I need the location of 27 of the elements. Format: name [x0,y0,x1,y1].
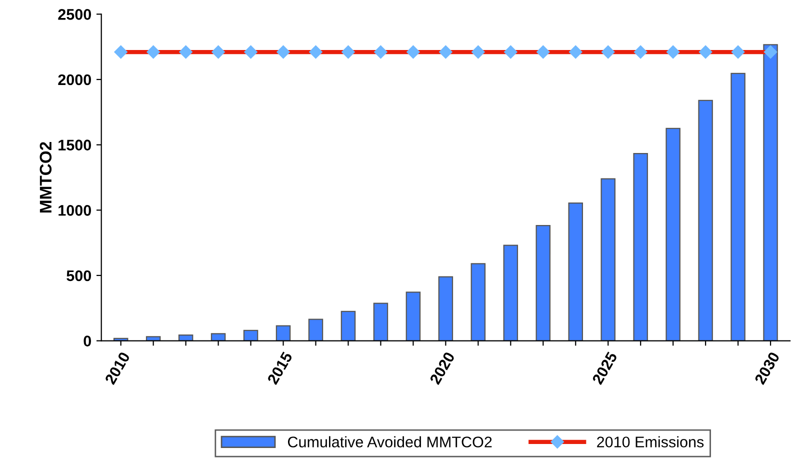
y-tick-label: 1000 [58,205,91,216]
bar [243,330,258,341]
bar [536,224,551,341]
bar [600,178,616,341]
bar [438,276,454,341]
bar [763,44,778,341]
bar [373,302,388,341]
bar [406,292,421,341]
bar [503,244,518,341]
bar [210,333,226,341]
bar [276,325,291,341]
bar [730,72,746,341]
legend-label: 2010 Emissions [597,436,704,448]
bar [308,318,324,341]
y-tick-label: 0 [84,336,91,346]
bar [698,100,713,341]
y-tick-label: 2500 [58,9,91,20]
y-tick-label: 500 [66,270,91,282]
legend-label: Cumulative Avoided MMTCO2 [288,436,492,448]
bar [633,153,648,341]
bar [340,310,356,341]
y-tick-label: 2000 [58,74,91,86]
y-tick-label: 1500 [58,140,91,150]
y-axis-title: MMTCO2 [40,142,52,212]
bar [470,263,486,341]
bar [666,128,680,341]
bar [568,202,583,341]
